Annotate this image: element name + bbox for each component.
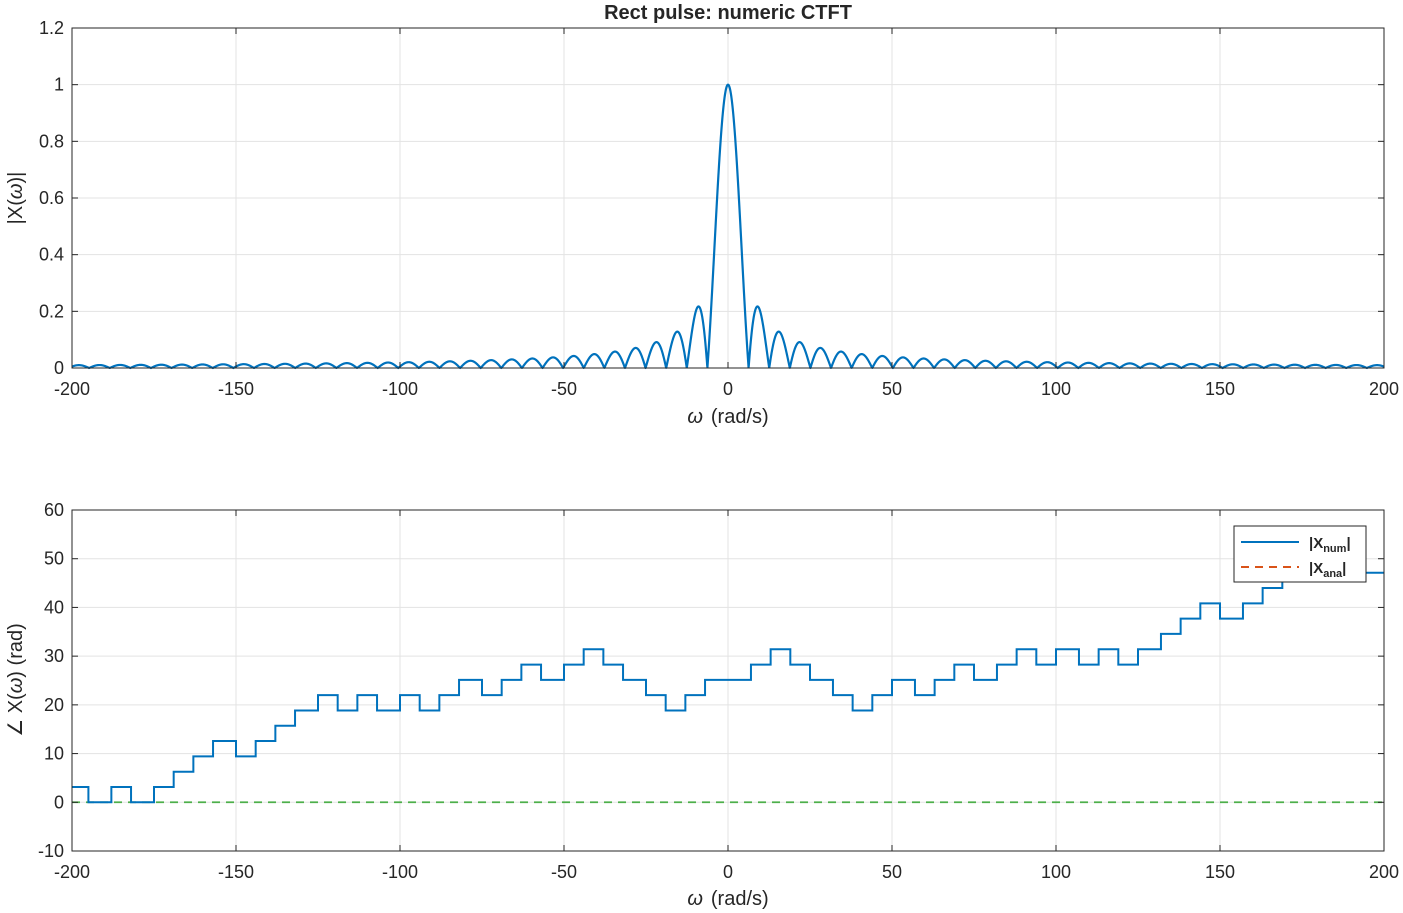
phase-ticks: -200 -150 -100 -50 0 50 100 150 200-100102030405… bbox=[38, 500, 1399, 882]
magnitude-ytick-label: 1 bbox=[54, 75, 64, 95]
legend-label-ana: |Xana| bbox=[1309, 560, 1346, 580]
magnitude-ytick-label: 0.6 bbox=[39, 188, 64, 208]
magnitude-title: Rect pulse: numeric CTFT bbox=[604, 2, 852, 24]
magnitude-ylabel: |X(ω)| bbox=[5, 172, 27, 225]
magnitude-xtick-label: 200 bbox=[1369, 379, 1399, 399]
magnitude-ytick-label: 0.4 bbox=[39, 245, 64, 265]
magnitude-xtick-label: 0 bbox=[723, 379, 733, 399]
phase-ytick-label: 30 bbox=[44, 646, 64, 666]
phase-xtick-label: -50 bbox=[551, 862, 577, 882]
phase-ytick-label: 10 bbox=[44, 744, 64, 764]
magnitude-ticks: -200 -150 -100 -50 0 50 100 150 200 0 0.2 0.4 0.6 0.8… bbox=[39, 18, 1399, 399]
magnitude-series-line bbox=[71, 83, 1385, 370]
magnitude-ytick-label: 0.8 bbox=[39, 131, 64, 151]
phase-xlabel: ω (rad/s) bbox=[687, 888, 768, 910]
phase-ytick-label: 0 bbox=[54, 792, 64, 812]
magnitude-ytick-label: 0 bbox=[54, 358, 64, 378]
phase-xtick-label: 200 bbox=[1369, 862, 1399, 882]
phase-xtick-label: 0 bbox=[723, 862, 733, 882]
magnitude-ytick-label: 0.2 bbox=[39, 301, 64, 321]
phase-xtick-label: -200 bbox=[54, 862, 90, 882]
phase-ytick-label: 20 bbox=[44, 695, 64, 715]
magnitude-ytick-label: 1.2 bbox=[39, 18, 64, 38]
phase-ytick-label: 50 bbox=[44, 549, 64, 569]
legend-box bbox=[1233, 525, 1367, 583]
magnitude-xtick-label: 100 bbox=[1041, 379, 1071, 399]
phase-plot: -200 -150 -100 -50 0 50 100 150 200-100102030405… bbox=[5, 500, 1399, 910]
phase-xtick-label: 50 bbox=[882, 862, 902, 882]
phase-xtick-label: 100 bbox=[1041, 862, 1071, 882]
phase-ytick-label: 40 bbox=[44, 597, 64, 617]
magnitude-plot: -200 -150 -100 -50 0 50 100 150 200 0 0.2 0.4 0.6 0.8… bbox=[5, 2, 1399, 428]
magnitude-xtick-label: -150 bbox=[218, 379, 254, 399]
phase-legend: |Xnum| |Xana| bbox=[1233, 525, 1367, 583]
phase-xtick-label: 150 bbox=[1205, 862, 1235, 882]
magnitude-xtick-label: -50 bbox=[551, 379, 577, 399]
magnitude-xtick-label: 150 bbox=[1205, 379, 1235, 399]
phase-series-line bbox=[71, 571, 1384, 804]
phase-ytick-label: 60 bbox=[44, 500, 64, 520]
magnitude-xlabel: ω (rad/s) bbox=[687, 406, 768, 428]
phase-ylabel: ∠ X(ω) (rad) bbox=[5, 623, 27, 737]
magnitude-xtick-label: 50 bbox=[882, 379, 902, 399]
magnitude-xtick-label: -100 bbox=[382, 379, 418, 399]
magnitude-xtick-label: -200 bbox=[54, 379, 90, 399]
phase-xtick-label: -150 bbox=[218, 862, 254, 882]
phase-xtick-label: -100 bbox=[382, 862, 418, 882]
phase-ytick-label: -10 bbox=[38, 841, 64, 861]
legend-label-num: |Xnum| bbox=[1309, 535, 1351, 555]
